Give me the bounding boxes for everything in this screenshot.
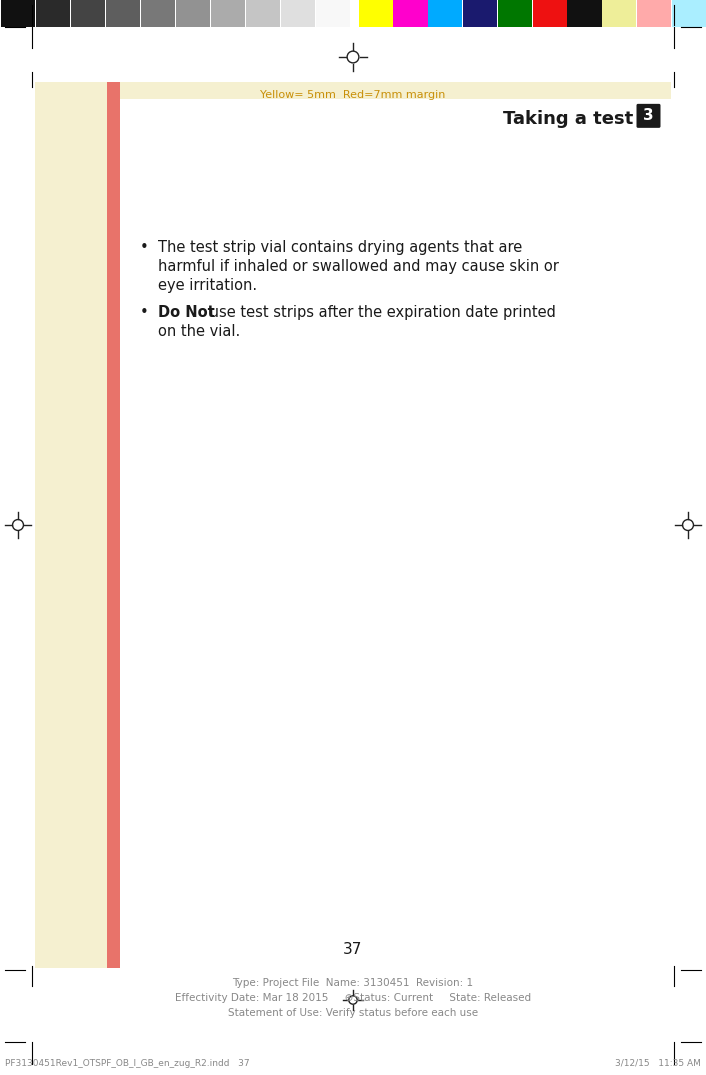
Text: eye irritation.: eye irritation. <box>158 278 257 293</box>
Bar <box>120 99 671 968</box>
Text: The test strip vial contains drying agents that are: The test strip vial contains drying agen… <box>158 240 522 255</box>
Text: 3: 3 <box>643 109 654 124</box>
Text: Effectivity Date: Mar 18 2015     ⊕Status: Current     State: Released: Effectivity Date: Mar 18 2015 ⊕Status: C… <box>175 993 531 1003</box>
Bar <box>246 0 280 27</box>
Text: •: • <box>140 305 149 320</box>
Text: Yellow= 5mm  Red=7mm margin: Yellow= 5mm Red=7mm margin <box>261 90 445 100</box>
FancyBboxPatch shape <box>637 104 661 128</box>
Bar <box>105 0 140 27</box>
Bar <box>71 0 105 27</box>
Text: Statement of Use: Verify status before each use: Statement of Use: Verify status before e… <box>228 1008 478 1018</box>
Bar <box>463 0 497 27</box>
Bar <box>637 0 671 27</box>
Bar <box>35 82 671 968</box>
Bar <box>350 0 358 27</box>
Bar <box>428 0 462 27</box>
Text: •: • <box>140 240 149 255</box>
Bar <box>359 0 393 27</box>
Text: Do Not: Do Not <box>158 305 215 320</box>
Bar <box>210 0 245 27</box>
Bar <box>498 0 532 27</box>
Bar <box>1 0 35 27</box>
Text: Type: Project File  Name: 3130451  Revision: 1: Type: Project File Name: 3130451 Revisio… <box>232 978 474 988</box>
Bar <box>393 0 428 27</box>
Bar <box>176 0 210 27</box>
Text: on the vial.: on the vial. <box>158 324 240 339</box>
Text: Taking a test: Taking a test <box>503 110 633 128</box>
Bar <box>568 0 602 27</box>
Bar <box>280 0 315 27</box>
Text: harmful if inhaled or swallowed and may cause skin or: harmful if inhaled or swallowed and may … <box>158 259 559 274</box>
Bar <box>140 0 175 27</box>
Bar <box>35 0 70 27</box>
Bar <box>602 0 636 27</box>
Bar <box>532 0 567 27</box>
Bar <box>671 0 706 27</box>
Bar <box>0 27 706 83</box>
Bar <box>316 0 350 27</box>
Text: 3/12/15   11:35 AM: 3/12/15 11:35 AM <box>615 1059 701 1067</box>
Text: use test strips after the expiration date printed: use test strips after the expiration dat… <box>205 305 556 320</box>
Text: 37: 37 <box>343 943 363 958</box>
Bar <box>107 82 120 968</box>
Text: PF3130451Rev1_OTSPF_OB_I_GB_en_zug_R2.indd   37: PF3130451Rev1_OTSPF_OB_I_GB_en_zug_R2.in… <box>5 1059 250 1067</box>
